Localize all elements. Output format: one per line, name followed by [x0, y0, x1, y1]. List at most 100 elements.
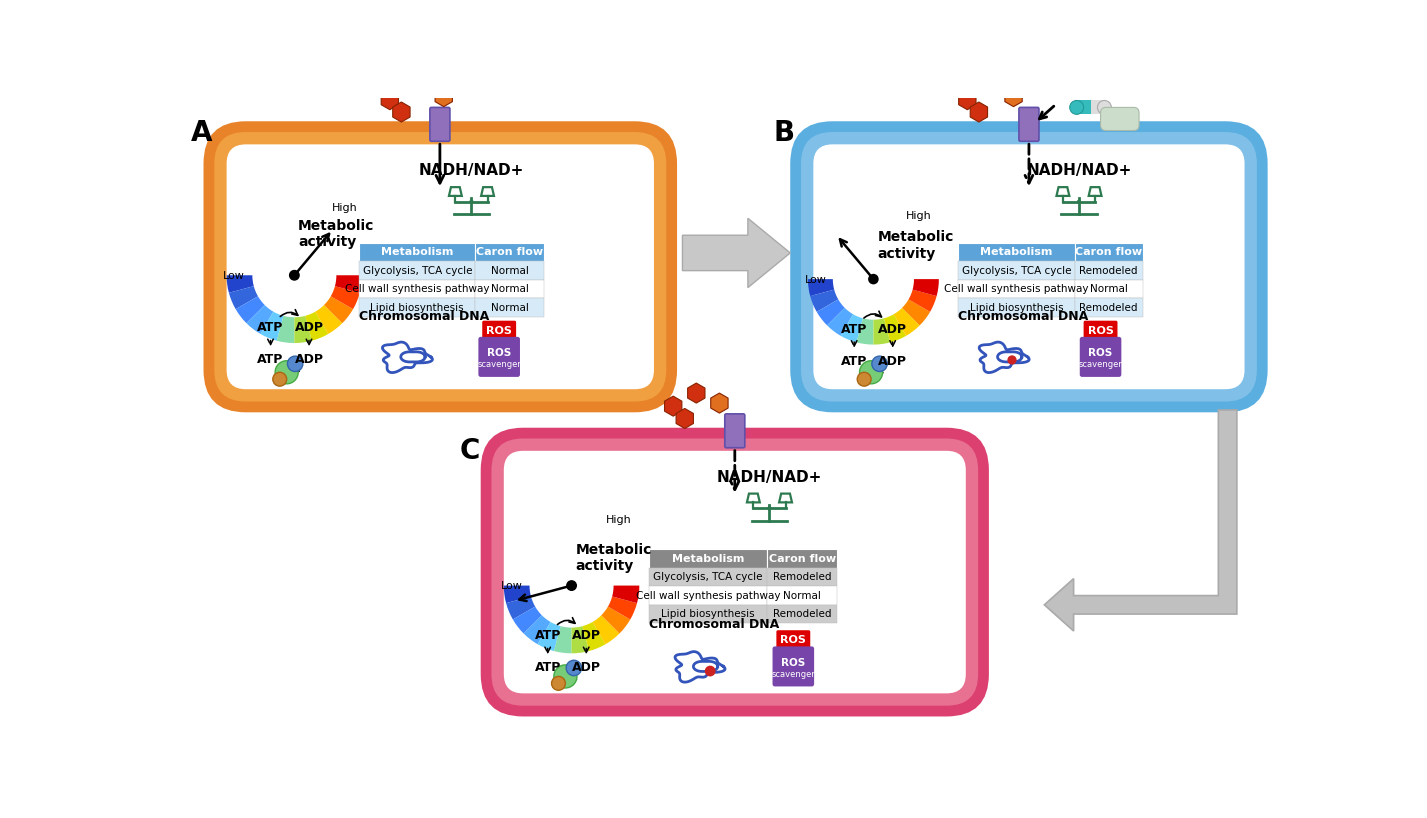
Circle shape	[287, 356, 303, 371]
FancyBboxPatch shape	[958, 280, 1075, 299]
Circle shape	[858, 372, 870, 386]
Text: High: High	[605, 515, 631, 525]
Text: Normal: Normal	[1090, 284, 1127, 294]
Text: ATP: ATP	[841, 355, 868, 368]
FancyBboxPatch shape	[227, 144, 654, 389]
FancyBboxPatch shape	[1075, 243, 1143, 262]
Text: ADP: ADP	[572, 662, 601, 675]
Wedge shape	[883, 314, 906, 342]
FancyBboxPatch shape	[725, 414, 745, 447]
FancyBboxPatch shape	[648, 568, 768, 587]
FancyBboxPatch shape	[958, 243, 1075, 262]
Text: Normal: Normal	[783, 591, 822, 600]
FancyBboxPatch shape	[1019, 107, 1039, 142]
Text: Metabolic
activity: Metabolic activity	[878, 231, 953, 261]
Text: Caron flow: Caron flow	[1075, 247, 1142, 257]
Polygon shape	[1005, 87, 1022, 106]
Text: ROS: ROS	[1087, 326, 1113, 335]
Wedge shape	[841, 314, 863, 342]
Wedge shape	[294, 316, 313, 343]
Text: ADP: ADP	[294, 321, 324, 334]
FancyBboxPatch shape	[772, 646, 815, 686]
FancyBboxPatch shape	[648, 550, 768, 568]
FancyBboxPatch shape	[768, 605, 838, 623]
Text: ADP: ADP	[294, 353, 324, 366]
Text: Metabolic
activity: Metabolic activity	[298, 218, 374, 249]
Circle shape	[469, 200, 472, 203]
Text: ROS: ROS	[1089, 348, 1113, 358]
Wedge shape	[235, 296, 264, 323]
Text: A: A	[191, 119, 213, 146]
Wedge shape	[261, 312, 284, 341]
Text: Metabolism: Metabolism	[672, 554, 743, 564]
Wedge shape	[554, 626, 572, 654]
FancyBboxPatch shape	[482, 321, 517, 341]
Text: ROS: ROS	[781, 636, 806, 645]
Wedge shape	[227, 276, 254, 293]
Wedge shape	[315, 305, 342, 334]
FancyBboxPatch shape	[1077, 101, 1104, 115]
Text: ATP: ATP	[841, 322, 868, 335]
Wedge shape	[808, 279, 835, 296]
Circle shape	[552, 676, 565, 690]
FancyBboxPatch shape	[360, 280, 475, 299]
Text: High: High	[906, 211, 932, 221]
Text: Normal: Normal	[491, 266, 528, 276]
Wedge shape	[601, 607, 631, 633]
FancyBboxPatch shape	[958, 262, 1075, 280]
Wedge shape	[572, 626, 589, 654]
Wedge shape	[612, 586, 639, 603]
Wedge shape	[247, 305, 274, 334]
Wedge shape	[277, 316, 294, 343]
FancyBboxPatch shape	[504, 451, 966, 694]
Polygon shape	[435, 87, 452, 106]
FancyBboxPatch shape	[1083, 321, 1117, 341]
Wedge shape	[335, 276, 362, 293]
FancyBboxPatch shape	[1075, 280, 1143, 299]
FancyBboxPatch shape	[791, 121, 1267, 412]
Text: Metabolic
activity: Metabolic activity	[575, 543, 652, 573]
Text: Glycolysis, TCA cycle: Glycolysis, TCA cycle	[362, 266, 472, 276]
Wedge shape	[811, 290, 838, 312]
Text: Metabolism: Metabolism	[980, 247, 1053, 257]
Text: Glycolysis, TCA cycle: Glycolysis, TCA cycle	[654, 572, 763, 582]
Text: Cell wall synthesis pathway: Cell wall synthesis pathway	[945, 284, 1089, 294]
Text: Lipid biosynthesis: Lipid biosynthesis	[661, 609, 755, 619]
Text: ATP: ATP	[535, 629, 561, 642]
Text: ADP: ADP	[878, 355, 908, 368]
Text: ROS: ROS	[781, 658, 805, 667]
Polygon shape	[676, 408, 694, 429]
Circle shape	[768, 507, 771, 510]
Text: NADH/NAD+: NADH/NAD+	[418, 163, 524, 178]
Wedge shape	[507, 596, 535, 619]
Text: Chromosomal DNA: Chromosomal DNA	[958, 310, 1089, 323]
Text: NADH/NAD+: NADH/NAD+	[716, 470, 822, 484]
FancyBboxPatch shape	[1080, 337, 1122, 377]
FancyBboxPatch shape	[1090, 101, 1104, 115]
Circle shape	[872, 356, 888, 371]
Wedge shape	[856, 318, 873, 344]
Text: Normal: Normal	[491, 284, 528, 294]
FancyBboxPatch shape	[776, 630, 811, 650]
Wedge shape	[582, 622, 605, 651]
Text: ATP: ATP	[257, 321, 284, 334]
FancyBboxPatch shape	[204, 121, 676, 412]
FancyBboxPatch shape	[475, 280, 544, 299]
Text: Chromosomal DNA: Chromosomal DNA	[648, 618, 779, 631]
Text: High: High	[331, 203, 357, 213]
FancyBboxPatch shape	[648, 587, 768, 605]
Wedge shape	[331, 286, 360, 309]
Text: Remodeled: Remodeled	[773, 572, 832, 582]
Polygon shape	[682, 218, 791, 288]
Text: ROS: ROS	[487, 326, 512, 335]
Wedge shape	[324, 296, 352, 323]
Circle shape	[1077, 200, 1080, 203]
Wedge shape	[873, 318, 890, 344]
Wedge shape	[228, 286, 258, 309]
Text: Remodeled: Remodeled	[1079, 303, 1137, 312]
Text: Glycolysis, TCA cycle: Glycolysis, TCA cycle	[962, 266, 1072, 276]
Text: Caron flow: Caron flow	[769, 554, 836, 564]
Text: NADH/NAD+: NADH/NAD+	[1026, 163, 1132, 178]
Circle shape	[273, 372, 287, 386]
FancyBboxPatch shape	[1100, 107, 1139, 131]
